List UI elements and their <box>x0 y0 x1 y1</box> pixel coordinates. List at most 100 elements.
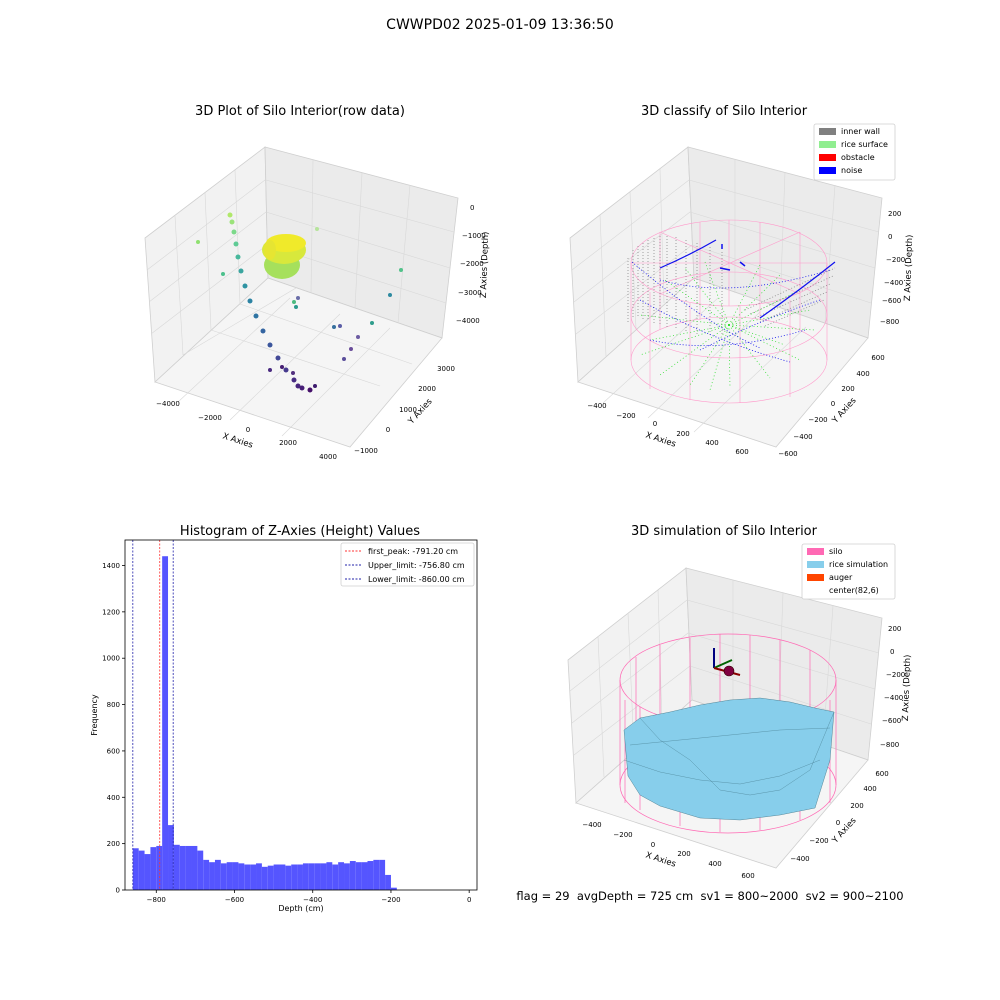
y-tick-label: 200 <box>107 840 120 848</box>
classify-3d-plot: −400 −200 0 200 400 600 −600 −400 −200 0… <box>569 123 915 458</box>
p1-xtick: 4000 <box>319 453 337 461</box>
histogram-bar <box>132 848 139 890</box>
p2-ytick: −400 <box>793 433 812 441</box>
legend-label: obstacle <box>841 153 875 162</box>
histogram-bar <box>332 864 339 890</box>
histogram-bar <box>297 864 303 890</box>
scatter-points <box>196 227 403 388</box>
p2-ztick: 0 <box>888 233 892 241</box>
p2-xtick: 0 <box>653 420 657 428</box>
p1-xtick: 0 <box>246 426 250 434</box>
y-tick-label: 800 <box>107 701 120 709</box>
histogram-bar <box>355 862 362 890</box>
p2-ztick: −200 <box>886 256 905 264</box>
legend-swatch-noise <box>819 167 836 174</box>
p4-ztick: −800 <box>880 741 899 749</box>
hist-ylabel: Frequency <box>90 694 99 736</box>
histogram-bar <box>373 859 380 890</box>
histogram-bar <box>250 864 257 890</box>
panel4-title: 3D simulation of Silo Interior <box>631 524 817 539</box>
p1-ztick: −1000 <box>462 232 486 240</box>
panel2-title: 3D classify of Silo Interior <box>640 104 808 119</box>
p4-xtick: −400 <box>582 821 601 829</box>
noise-points <box>631 239 836 363</box>
p4-ytick: 200 <box>850 802 863 810</box>
p4-xtick: 200 <box>677 850 690 858</box>
legend-label: Upper_limit: -756.80 cm <box>368 561 465 570</box>
p4-ytick: 0 <box>836 819 840 827</box>
legend-swatch-rice-simulation <box>807 561 824 568</box>
p2-ytick: −200 <box>808 416 827 424</box>
histogram-bar <box>185 845 192 890</box>
histogram-y-ticks: 0 200 400 600 800 1000 1200 1400 <box>102 562 125 895</box>
p4-xtick: 600 <box>741 872 754 880</box>
histogram-bar <box>320 863 327 890</box>
histogram-bar <box>162 556 169 890</box>
p4-xtick: 0 <box>651 841 655 849</box>
p1-ytick: 0 <box>386 426 390 434</box>
silo-wireframe <box>630 219 828 404</box>
p4-ytick: 600 <box>875 770 888 778</box>
p4-legend: silo rice simulation auger center(82,6) <box>801 543 896 600</box>
figure-title: CWWPD02 2025-01-09 13:36:50 <box>386 17 614 33</box>
legend-swatch-obstacle <box>819 154 836 161</box>
histogram-bar <box>285 865 292 890</box>
histogram-bar <box>291 864 298 890</box>
p2-ztick: −800 <box>880 318 899 326</box>
histogram-bar <box>256 863 262 890</box>
p1-xtick: 2000 <box>279 439 297 447</box>
legend-label: inner wall <box>841 127 880 136</box>
p1-xtick: −4000 <box>156 400 180 408</box>
legend-label: noise <box>841 166 862 175</box>
legend-label: Lower_limit: -860.00 cm <box>368 575 465 584</box>
p1-xtick: −2000 <box>198 414 222 422</box>
histogram-bar <box>226 862 233 890</box>
histogram-bars <box>132 556 397 890</box>
histogram-bar <box>390 887 397 890</box>
histogram-bar <box>244 864 251 890</box>
p4-xtick: −200 <box>613 831 632 839</box>
status-footer: flag = 29 avgDepth = 725 cm sv1 = 800~20… <box>516 889 904 903</box>
p2-ytick: −600 <box>778 450 797 458</box>
p1-ztick: 0 <box>470 204 474 212</box>
p2-ytick: 600 <box>871 354 884 362</box>
histogram-bar <box>191 845 198 890</box>
histogram-bar <box>379 859 386 890</box>
p2-ztick: −400 <box>884 279 903 287</box>
p4-xlabel: X Axies <box>644 850 677 869</box>
p2-ztick: −600 <box>882 297 901 305</box>
hist-xlabel: Depth (cm) <box>278 904 323 913</box>
histogram-bar <box>385 874 391 890</box>
p1-zlabel: Z Axies (Depth) <box>479 231 491 298</box>
panel1-title: 3D Plot of Silo Interior(row data) <box>195 104 405 119</box>
p2-ytick: 400 <box>856 370 869 378</box>
p4-ytick: 400 <box>863 785 876 793</box>
p1-ytick: 2000 <box>418 385 436 393</box>
histogram-bar <box>326 862 333 890</box>
p2-legend: inner wall rice surface obstacle noise <box>813 123 896 181</box>
p4-ytick: −200 <box>809 837 828 845</box>
p2-xtick: 200 <box>676 430 689 438</box>
histogram-bar <box>220 863 227 890</box>
legend-label: silo <box>829 547 843 556</box>
y-tick-label: 1000 <box>102 655 120 663</box>
histogram-bar <box>261 866 268 890</box>
legend-label: center(82,6) <box>829 586 879 595</box>
histogram-bar <box>214 859 221 890</box>
p4-ztick: −200 <box>886 671 905 679</box>
p1-ytick: 1000 <box>399 406 417 414</box>
p2-xtick: 400 <box>705 439 718 447</box>
x-tick-label: −200 <box>381 896 400 904</box>
panel3-title: Histogram of Z-Axies (Height) Values <box>179 524 421 539</box>
p4-ztick: −400 <box>884 694 903 702</box>
histogram-bar <box>232 862 239 890</box>
p4-xtick: 400 <box>708 860 721 868</box>
p2-xtick: −200 <box>616 412 635 420</box>
histogram-bar <box>144 854 151 890</box>
legend-swatch-inner-wall <box>819 128 836 135</box>
y-tick-label: 0 <box>116 887 120 895</box>
p2-zlabel: Z Axies (Depth) <box>903 234 915 301</box>
histogram-bar <box>173 844 180 890</box>
histogram-chart: −800 −600 −400 −200 0 0 200 400 600 800 1000 1200 1… <box>90 539 478 913</box>
